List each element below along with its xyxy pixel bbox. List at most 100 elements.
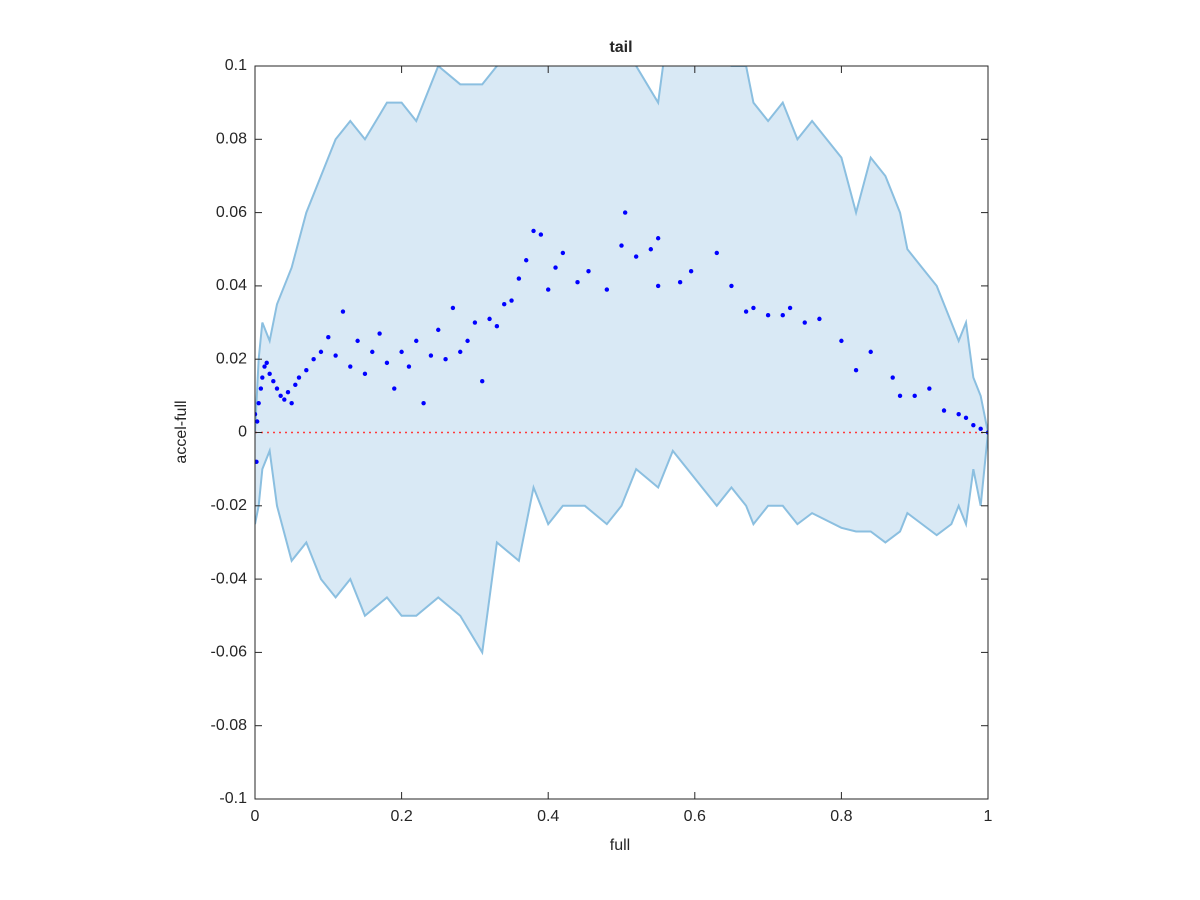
data-point [648, 247, 654, 252]
data-point [260, 375, 265, 380]
x-tick-label: 0.8 [830, 808, 852, 825]
data-point [271, 378, 276, 384]
data-point [450, 305, 456, 311]
data-point [355, 338, 360, 344]
data-point [285, 389, 291, 395]
data-point [971, 422, 976, 428]
x-axis-label: full [610, 837, 630, 854]
data-point [868, 349, 873, 355]
data-point [348, 364, 353, 369]
data-point [392, 386, 397, 391]
data-point [377, 331, 382, 336]
data-point [622, 210, 628, 215]
data-point [258, 386, 264, 391]
data-point [743, 309, 749, 314]
chart-title: tail [609, 39, 632, 56]
data-point [264, 360, 269, 366]
data-point [927, 386, 932, 391]
data-point [729, 283, 734, 289]
data-point [897, 393, 903, 399]
band-fill [255, 66, 988, 653]
data-point [633, 254, 639, 259]
data-point [956, 411, 961, 417]
data-point [304, 367, 309, 373]
data-point [406, 364, 412, 369]
data-point [255, 459, 259, 465]
data-point [890, 375, 895, 380]
y-tick-label: -0.1 [219, 790, 247, 807]
data-point [516, 276, 522, 281]
data-point [487, 316, 492, 322]
data-point [370, 349, 375, 355]
data-point [502, 302, 507, 307]
data-point [853, 367, 859, 373]
data-point [458, 349, 463, 355]
data-point [421, 400, 426, 406]
data-point [340, 309, 346, 314]
data-point [677, 280, 683, 285]
y-tick-label: 0.08 [216, 131, 247, 148]
data-point [333, 353, 338, 358]
y-tick-label: -0.04 [211, 570, 248, 587]
data-point [289, 400, 294, 406]
data-point [278, 393, 283, 399]
data-point [311, 357, 316, 362]
data-point [655, 283, 661, 289]
data-point [509, 298, 514, 303]
data-point [912, 393, 917, 399]
data-point [524, 258, 529, 263]
data-point [787, 305, 793, 311]
data-point [586, 269, 591, 274]
data-point [553, 265, 558, 270]
data-point [362, 371, 368, 377]
data-point [546, 287, 551, 292]
data-point [619, 243, 624, 248]
data-point [255, 419, 260, 424]
data-point [817, 316, 822, 322]
x-tick-label: 1 [984, 808, 993, 825]
y-tick-label: 0.04 [216, 277, 247, 294]
data-point [802, 320, 807, 325]
data-point [267, 371, 272, 377]
data-point [494, 324, 500, 329]
data-point [274, 386, 280, 391]
y-tick-label: 0.02 [216, 350, 247, 367]
data-point [399, 349, 404, 355]
data-point [978, 426, 983, 432]
y-tick-label: -0.08 [211, 717, 248, 734]
data-point [326, 335, 331, 340]
data-point [414, 338, 419, 344]
data-point [443, 357, 448, 362]
data-point [780, 313, 785, 318]
data-point [538, 232, 544, 237]
data-point [604, 287, 610, 292]
data-point [282, 397, 287, 402]
data-point [839, 338, 844, 344]
data-point [575, 280, 580, 285]
y-tick-label: 0 [238, 424, 247, 441]
data-point [465, 338, 470, 344]
data-point [560, 250, 566, 256]
plot-area [255, 66, 988, 656]
data-point [428, 353, 434, 358]
y-axis-label: accel-full [173, 400, 190, 463]
data-point [255, 411, 258, 417]
data-point [296, 375, 302, 380]
data-point [293, 382, 298, 388]
y-tick-label: 0.06 [216, 204, 247, 221]
x-tick-label: 0.6 [684, 808, 706, 825]
data-point [472, 320, 478, 325]
x-tick-label: 0.2 [390, 808, 412, 825]
y-tick-label: -0.06 [211, 644, 248, 661]
data-point [436, 327, 441, 333]
data-point [480, 378, 485, 384]
data-point [384, 360, 390, 366]
data-point [688, 269, 694, 274]
x-tick-label: 0.4 [537, 808, 559, 825]
y-tick-label: 0.1 [225, 57, 247, 74]
band-upper [255, 66, 988, 433]
data-point [655, 236, 661, 241]
data-point [963, 415, 969, 421]
data-point [256, 400, 261, 406]
